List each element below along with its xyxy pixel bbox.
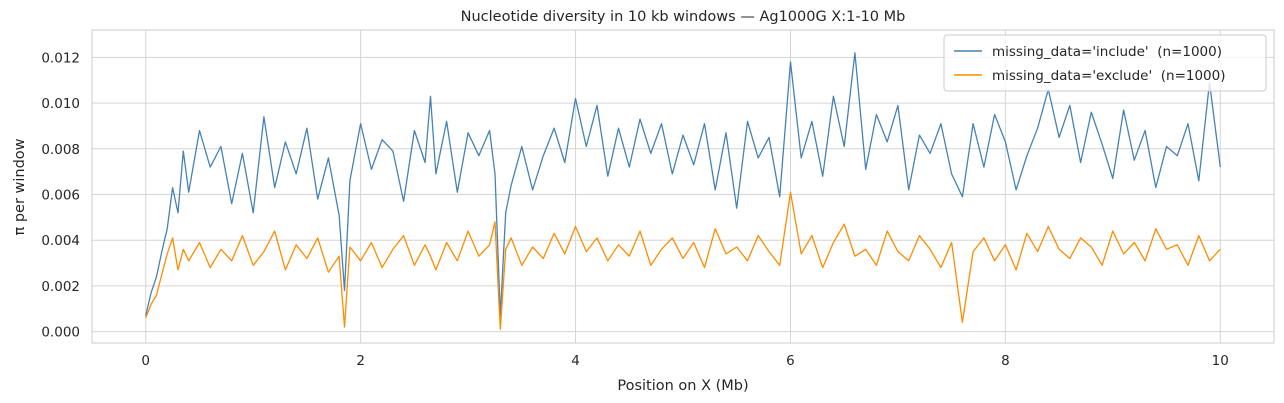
x-tick-label: 2 xyxy=(356,353,365,369)
series-line-2 xyxy=(145,191,1221,330)
x-tick-label: 0 xyxy=(141,353,150,369)
series-line-1 xyxy=(145,52,1221,317)
y-tick-label: 0.000 xyxy=(41,325,80,341)
legend-box xyxy=(943,34,1267,92)
y-tick-label: 0.012 xyxy=(41,50,80,66)
y-tick-label: 0.006 xyxy=(41,187,80,203)
x-axis-label: Position on X (Mb) xyxy=(617,378,748,394)
x-tick-label: 10 xyxy=(1212,353,1229,369)
x-tick-label: 4 xyxy=(571,353,580,369)
y-tick-label: 0.002 xyxy=(41,279,80,295)
y-axis-ticks: 0.000 0.002 0.004 0.006 0.008 0.010 0.012 xyxy=(41,50,80,340)
y-tick-label: 0.008 xyxy=(41,142,80,158)
x-tick-label: 6 xyxy=(786,353,795,369)
plot-frame xyxy=(91,29,1275,344)
y-tick-label: 0.004 xyxy=(41,233,80,249)
chart-title: Nucleotide diversity in 10 kb windows — … xyxy=(461,9,906,25)
series-lines xyxy=(145,52,1221,330)
y-axis-label: π per window xyxy=(12,138,28,235)
x-axis-ticks: 0 2 4 6 8 10 xyxy=(141,353,1228,369)
legend-label: missing_data='include' (n=1000) xyxy=(992,44,1222,60)
legend: missing_data='include' (n=1000) missing_d… xyxy=(943,34,1267,92)
y-tick-label: 0.010 xyxy=(41,96,80,112)
legend-label: missing_data='exclude' (n=1000) xyxy=(992,68,1226,84)
x-tick-label: 8 xyxy=(1001,353,1010,369)
